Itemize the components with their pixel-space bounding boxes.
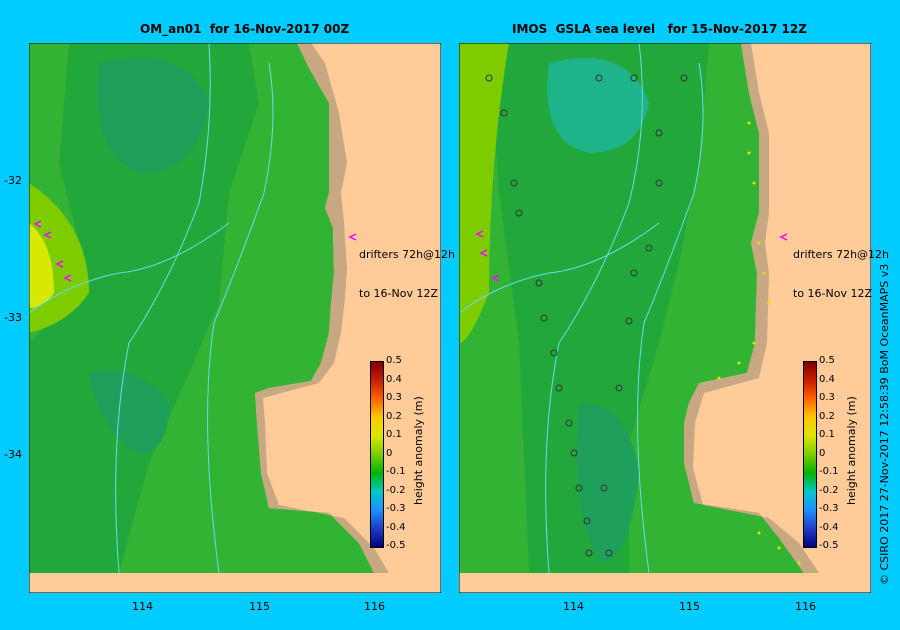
colorbar-tick-label: 0.4 xyxy=(386,373,402,385)
eddy xyxy=(576,403,639,563)
colorbar-label: height anomaly (m) xyxy=(845,396,858,505)
copyright-text: © CSIRO 2017 27-Nov-2017 12:58:39 BoM Oc… xyxy=(878,263,891,585)
colorbar-tick-label: 0.1 xyxy=(819,429,835,440)
colorbar-tick-label: -0.2 xyxy=(819,484,839,496)
colorbar-tick-label: -0.4 xyxy=(819,521,839,533)
positive-anomaly xyxy=(459,43,509,343)
drifters-annotation: drifters 72h@12h to 16-Nov 12Z xyxy=(359,222,455,313)
coastal-markers xyxy=(717,121,801,565)
contour-line xyxy=(29,222,230,314)
annotation-line: drifters 72h@12h xyxy=(793,248,890,261)
eddy xyxy=(89,371,169,453)
xtick-label: 116 xyxy=(795,600,816,613)
positive-anomaly-core xyxy=(29,223,54,308)
colorbar-tick-label: 0.2 xyxy=(819,410,835,422)
panel-right-title: IMOS GSLA sea level for 15-Nov-2017 12Z xyxy=(512,22,807,36)
drifter-tracks xyxy=(475,230,788,282)
drifters-annotation: drifters 72h@12h to 16-Nov 12Z xyxy=(793,222,889,313)
colorbar-tick-label: -0.5 xyxy=(386,540,406,551)
contour-line xyxy=(207,62,274,574)
annotation-line: to 16-Nov 12Z xyxy=(359,287,439,300)
colorbar-tick-label: -0.1 xyxy=(386,466,406,477)
contour-line xyxy=(115,43,211,574)
map-left xyxy=(29,43,441,593)
ytick-label: -34 xyxy=(4,448,22,461)
map-right xyxy=(459,43,871,593)
colorbar-tick-label: 0.3 xyxy=(819,392,835,403)
colorbar-tick-label: 0.5 xyxy=(386,355,402,366)
contour-line xyxy=(545,43,643,574)
ocean-field-dark xyxy=(29,43,259,573)
colorbar-tick-label: -0.2 xyxy=(386,484,406,496)
contour-line xyxy=(459,222,660,314)
xtick-label: 114 xyxy=(132,600,153,613)
colorbar-tick-label: 0 xyxy=(386,447,393,459)
colorbar-tick-label: 0.1 xyxy=(386,429,402,440)
colorbar-tick-label: 0.2 xyxy=(386,410,402,422)
colorbar-label: height anomaly (m) xyxy=(412,396,425,505)
observation-markers xyxy=(485,74,688,557)
ocean-field-dark xyxy=(489,43,709,573)
colorbar-tick-label: 0.3 xyxy=(386,392,402,403)
colorbar-tick-label: 0 xyxy=(819,447,826,459)
xtick-label: 115 xyxy=(679,600,700,613)
colorbar-tick-label: 0.4 xyxy=(819,373,835,385)
xtick-label: 115 xyxy=(249,600,270,613)
colorbar-right xyxy=(803,361,817,548)
xtick-label: 114 xyxy=(563,600,584,613)
contour-line xyxy=(637,62,704,574)
ytick-label: -33 xyxy=(4,311,22,324)
colorbar-tick-label: 0.5 xyxy=(819,355,835,366)
colorbar-tick-label: -0.3 xyxy=(819,503,839,514)
annotation-line: to 16-Nov 12Z xyxy=(793,287,873,300)
ytick-label: -32 xyxy=(4,174,22,187)
panel-left-title: OM_an01 for 16-Nov-2017 00Z xyxy=(140,22,350,36)
colorbar-left xyxy=(370,361,384,548)
colorbar-tick-label: -0.4 xyxy=(386,521,406,533)
colorbar-tick-label: -0.3 xyxy=(386,503,406,514)
drifter-tracks xyxy=(33,220,357,282)
eddy xyxy=(97,58,209,173)
eddy xyxy=(547,58,649,153)
annotation-line: drifters 72h@12h xyxy=(359,248,456,261)
xtick-label: 116 xyxy=(364,600,385,613)
colorbar-tick-label: -0.1 xyxy=(819,466,839,477)
colorbar-tick-label: -0.5 xyxy=(819,540,839,551)
